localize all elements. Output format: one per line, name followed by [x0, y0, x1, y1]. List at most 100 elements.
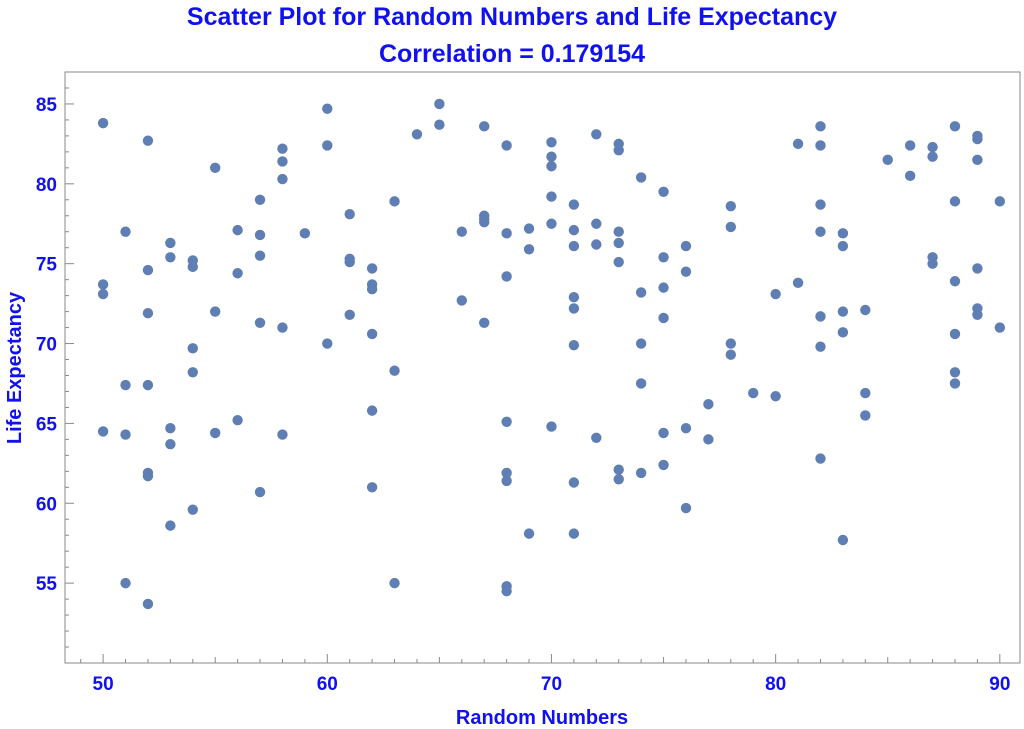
y-tick-label: 65	[36, 414, 58, 435]
data-point	[142, 264, 154, 276]
data-point	[523, 223, 535, 234]
data-point	[591, 432, 602, 443]
data-point	[568, 292, 580, 303]
data-point	[389, 577, 400, 589]
data-point	[523, 528, 535, 539]
data-point	[501, 585, 512, 597]
data-point	[501, 140, 512, 151]
data-point	[366, 263, 378, 274]
data-point	[366, 482, 378, 493]
data-point	[972, 263, 983, 274]
x-tick-label: 60	[317, 674, 338, 695]
y-tick-label: 80	[36, 175, 57, 196]
data-point	[613, 145, 624, 156]
data-point	[501, 416, 512, 428]
data-point	[613, 226, 624, 237]
data-points	[97, 98, 1006, 610]
data-point	[411, 129, 423, 140]
data-point	[299, 228, 311, 239]
data-point	[613, 464, 624, 475]
chart-subtitle: Correlation = 0.179154	[378, 40, 646, 68]
data-point	[187, 367, 198, 378]
data-point	[904, 140, 916, 151]
data-point	[770, 288, 781, 300]
data-point	[97, 426, 109, 437]
data-point	[972, 133, 983, 145]
data-point	[344, 208, 355, 220]
axis-ticks: 50 60 70 80 90 55 60 65 70 75 80 85	[36, 87, 1010, 695]
data-point	[434, 98, 445, 110]
data-point	[860, 304, 871, 316]
data-point	[658, 252, 669, 263]
data-point	[658, 427, 669, 439]
data-point	[209, 306, 221, 317]
data-point	[703, 434, 714, 445]
chart-title: Scatter Plot for Random Numbers and Life…	[186, 3, 838, 31]
data-point	[725, 200, 737, 212]
data-point	[209, 162, 221, 174]
data-point	[994, 196, 1006, 207]
data-point	[277, 429, 288, 440]
data-point	[949, 196, 961, 207]
data-point	[904, 170, 916, 182]
data-point	[927, 151, 938, 162]
data-point	[837, 327, 849, 338]
data-point	[187, 261, 198, 273]
data-point	[120, 577, 131, 589]
data-point	[815, 140, 826, 151]
data-point	[165, 438, 176, 450]
data-point	[837, 534, 849, 546]
data-point	[927, 141, 938, 153]
data-point	[366, 405, 378, 416]
data-point	[254, 250, 266, 261]
x-tick-label: 50	[93, 674, 114, 695]
data-point	[635, 378, 647, 389]
data-point	[546, 421, 557, 432]
data-point	[254, 229, 266, 241]
data-point	[232, 224, 243, 236]
data-point	[658, 282, 669, 293]
data-point	[994, 322, 1006, 333]
data-point	[277, 156, 288, 167]
data-point	[860, 387, 871, 399]
data-point	[254, 486, 266, 498]
data-point	[725, 349, 737, 360]
data-point	[165, 422, 176, 434]
data-point	[815, 341, 826, 352]
data-point	[703, 399, 714, 410]
data-point	[591, 239, 602, 250]
data-point	[972, 309, 983, 320]
data-point	[591, 129, 602, 140]
data-point	[142, 307, 154, 319]
data-point	[815, 311, 826, 322]
data-point	[344, 256, 355, 268]
data-point	[501, 271, 512, 282]
data-point	[389, 365, 400, 376]
data-point	[815, 226, 826, 237]
data-point	[568, 528, 580, 539]
data-point	[97, 288, 109, 300]
data-point	[501, 228, 512, 239]
data-point	[142, 598, 154, 610]
data-point	[882, 154, 893, 166]
data-point	[860, 410, 871, 421]
data-point	[949, 367, 961, 378]
data-point	[837, 306, 849, 317]
data-point	[366, 328, 378, 340]
data-point	[635, 172, 647, 183]
data-point	[456, 295, 467, 306]
data-point	[389, 196, 400, 207]
data-point	[837, 240, 849, 252]
data-point	[187, 343, 198, 354]
data-point	[232, 268, 243, 279]
data-point	[591, 218, 602, 229]
data-point	[568, 477, 580, 488]
data-point	[546, 161, 557, 172]
data-point	[972, 154, 983, 166]
data-point	[635, 338, 647, 349]
data-point	[277, 173, 288, 185]
data-point	[748, 387, 759, 399]
data-point	[366, 284, 378, 295]
data-point	[680, 240, 692, 252]
